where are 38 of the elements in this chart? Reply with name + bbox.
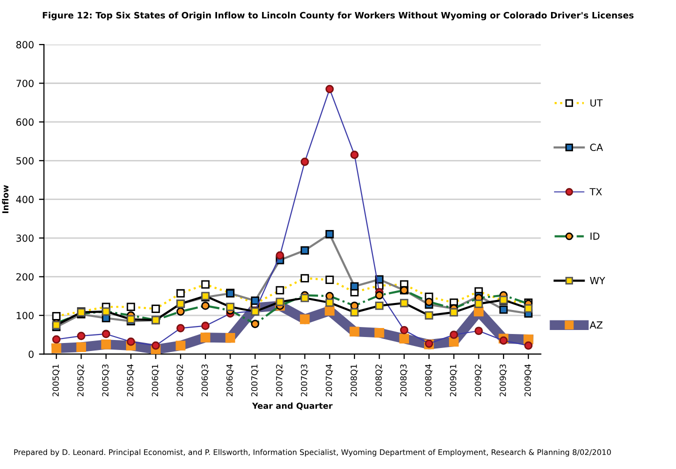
y-tick-label: 600 — [16, 118, 34, 126]
x-tick-label: 2006Q1 — [152, 364, 160, 396]
x-tick-label: 2005Q2 — [77, 364, 85, 396]
x-tick-label: 2005Q4 — [127, 364, 134, 396]
y-tick-label: 200 — [16, 273, 34, 281]
legend-label: TX — [590, 188, 602, 196]
y-tick-label: 800 — [16, 41, 34, 48]
x-tick-label: 2006Q2 — [176, 364, 184, 396]
x-tick-label: 2008Q3 — [400, 364, 408, 396]
x-tick-label: 2009Q3 — [500, 364, 507, 396]
x-tick-label: 2008Q1 — [350, 364, 358, 396]
legend-label: ID — [590, 232, 600, 240]
x-tick-label: 2009Q2 — [474, 364, 482, 396]
y-tick-label: 300 — [16, 234, 34, 242]
x-tick-label: 2006Q3 — [202, 364, 209, 396]
x-axis-title: Year and Quarter — [252, 402, 333, 410]
x-tick-label: 2006Q4 — [226, 364, 234, 396]
legend-label: CA — [590, 144, 603, 152]
y-tick-label: 0 — [28, 350, 34, 358]
x-tick-label: 2008Q2 — [375, 364, 383, 396]
x-tick-label: 2007Q2 — [276, 364, 284, 396]
legend-label: UT — [590, 99, 603, 107]
x-tick-label: 2005Q3 — [102, 364, 110, 396]
x-tick-label: 2007Q1 — [251, 364, 258, 396]
x-tick-label: 2007Q3 — [300, 364, 308, 396]
x-tick-label: 2009Q1 — [450, 364, 458, 396]
x-tick-label: 2005Q1 — [52, 364, 60, 396]
y-tick-label: 100 — [16, 312, 34, 320]
y-axis-title: Inflow — [2, 185, 8, 214]
x-tick-label: 2008Q4 — [425, 364, 432, 396]
y-tick-label: 700 — [16, 80, 34, 88]
y-tick-label: 400 — [16, 196, 34, 204]
x-tick-label: 2009Q4 — [524, 364, 532, 396]
legend-label: WY — [590, 277, 606, 284]
legend-label: AZ — [590, 321, 602, 329]
chart-title: Figure 12: Top Six States of Origin Inflow to Lincoln County for Workers Without Wyoming or Colorado Driver's Licenses — [42, 12, 634, 20]
x-tick-label: 2007Q4 — [326, 364, 334, 396]
y-tick-label: 500 — [16, 157, 34, 164]
